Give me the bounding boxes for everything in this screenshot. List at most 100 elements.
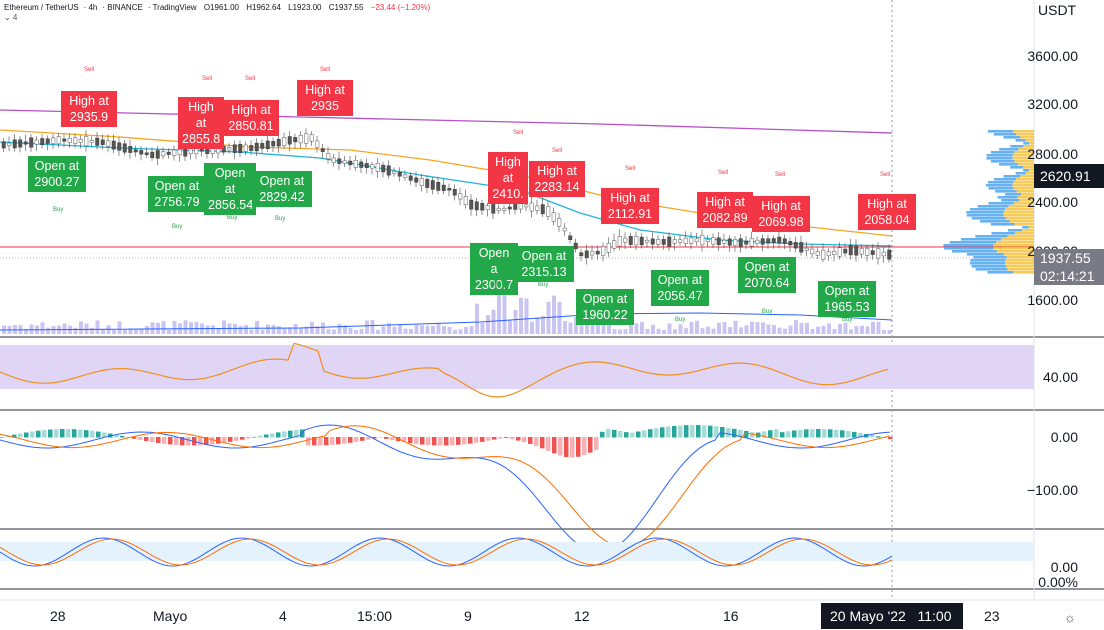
macd-hist-bar (336, 437, 341, 445)
indicator-toggle[interactable]: ⌄ 4 (4, 13, 18, 22)
volume-profile-bar (993, 133, 1016, 136)
macd-hist-bar (702, 425, 707, 438)
candle-body (722, 239, 727, 244)
volume-bar (629, 321, 633, 334)
volume-profile-bar (1025, 139, 1034, 142)
macd-hist-bar (162, 437, 167, 444)
volume-bar (145, 325, 149, 334)
volume-bar (266, 324, 270, 334)
volume-bar (887, 329, 892, 334)
candle-body (485, 205, 490, 210)
macd-hist-bar (726, 427, 731, 438)
volume-profile-bar (1001, 199, 1020, 202)
volume-bar (354, 329, 358, 334)
candle-body (859, 248, 864, 255)
candle-body (601, 246, 606, 256)
candle-body (265, 140, 270, 149)
volume-bar (827, 323, 831, 334)
candle-body (749, 238, 754, 247)
macd-hist-bar (60, 429, 65, 438)
volume-profile-bar (1014, 160, 1034, 163)
currency-unit[interactable]: USDT (1038, 2, 1077, 18)
macd-hist-bar (204, 437, 209, 445)
volume-bar (381, 326, 386, 334)
volume-bar (392, 326, 397, 334)
macd-hist-bar (330, 437, 335, 445)
candle-body (777, 236, 782, 244)
high-label: High at 2082.89 (697, 192, 753, 228)
volume-profile-bar (1010, 166, 1024, 169)
price-tick: 3600.00 (1027, 48, 1078, 64)
volume-profile-bar (1003, 136, 1021, 139)
price-tick: 1600.00 (1027, 292, 1078, 308)
macd-hist-bar (420, 437, 425, 445)
candle-body (56, 136, 61, 145)
candle-body (771, 238, 776, 243)
macd-hist-bar (738, 429, 743, 438)
volume-profile-bar (1014, 232, 1034, 235)
macd-hist-bar (102, 432, 107, 438)
volume-profile-bar (1014, 223, 1034, 226)
candle-body (62, 138, 67, 142)
volume-profile-bar (1007, 235, 1034, 238)
candle-body (799, 242, 804, 253)
volume-profile-bar (1023, 142, 1030, 145)
candle-body (579, 252, 584, 257)
settings-gear-icon[interactable]: ☼ (1064, 610, 1076, 625)
sell-signal: Sell (245, 76, 256, 82)
volume-bar (414, 324, 419, 334)
time-tick: 4 (279, 608, 287, 624)
macd-hist-bar (222, 437, 227, 443)
volume-bar (860, 325, 864, 334)
macd-hist-bar (120, 435, 125, 438)
volume-bar (486, 315, 490, 334)
macd-hist-bar (402, 437, 407, 443)
volume-bar (574, 316, 578, 334)
symbol-header[interactable]: Ethereum / TetherUS · 4h · BINANCE · Tradin… (4, 3, 431, 12)
macd-hist-bar (606, 428, 611, 438)
volume-profile-bar (969, 262, 1006, 265)
macd-hist-bar (342, 437, 347, 444)
volume-profile-bar (1005, 208, 1034, 211)
volume-profile-bar (1005, 193, 1022, 196)
macd-hist-bar (558, 437, 563, 456)
volume-bar (656, 328, 661, 334)
volume-profile-bar (1013, 130, 1034, 133)
candle-body (386, 165, 391, 176)
macd-hist-bar (834, 429, 839, 438)
volume-bar (40, 322, 45, 334)
macd-hist-bar (654, 428, 659, 438)
macd-hist-bar (774, 429, 779, 438)
macd-hist-bar (252, 436, 257, 438)
volume-bar (205, 325, 210, 334)
ohlc-high: H1962.64 (246, 3, 281, 12)
volume-bar (722, 322, 727, 334)
macd-hist-bar (450, 437, 455, 446)
candle-body (348, 160, 353, 166)
macd-hist-bar (168, 437, 173, 445)
macd-hist-bar (828, 429, 833, 438)
candle-body (271, 141, 276, 147)
macd-hist-bar (576, 437, 581, 457)
volume-profile-bar (975, 235, 1008, 238)
candle-body (573, 242, 578, 250)
ema-long-line (0, 109, 893, 134)
sell-signal: Sell (320, 67, 331, 73)
candle-body (793, 242, 798, 249)
macd-hist-bar (378, 437, 383, 438)
macd-hist-bar (690, 425, 695, 438)
candle-body (606, 242, 611, 253)
macd-hist-bar (246, 437, 251, 439)
volume-bar (843, 322, 848, 334)
macd-hist-bar (492, 437, 497, 440)
volume-bar (645, 328, 650, 334)
macd-hist-bar (648, 429, 653, 438)
candle-body (51, 137, 56, 144)
macd-hist-bar (306, 437, 311, 446)
candle-body (45, 138, 50, 144)
macd-line (0, 424, 891, 554)
volume-profile-bar (1018, 148, 1034, 151)
time-tick: 12 (574, 608, 590, 624)
macd-hist-bar (138, 437, 143, 440)
